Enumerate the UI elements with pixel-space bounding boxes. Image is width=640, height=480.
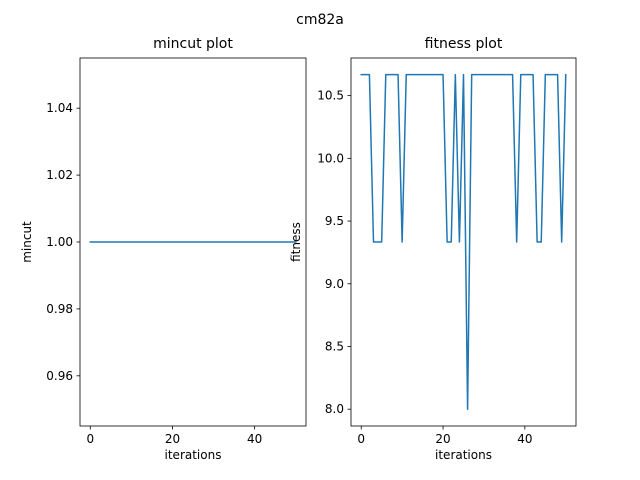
y-tick-label: 8.5 [325,339,344,353]
x-axis-label: iterations [165,448,222,462]
y-axis-label: mincut [20,221,34,263]
x-tick-label: 0 [86,432,94,446]
x-tick-label: 0 [357,432,365,446]
chart-title: fitness plot [425,36,503,52]
y-tick-label: 0.98 [46,302,73,316]
chart-title: mincut plot [153,36,233,52]
fitness-chart: 0 20 40 8.0 8.5 9.0 9.5 10.0 10.5 fitness plot ite… [289,36,577,462]
figure-suptitle: cm82a [296,12,344,28]
x-tick-label: 40 [517,432,532,446]
y-tick-label: 10.0 [317,151,344,165]
y-axis-label: fitness [289,222,303,262]
y-tick-label: 10.5 [317,89,344,103]
y-tick-label: 9.0 [325,277,344,291]
y-tick-label: 0.96 [46,369,73,383]
x-tick-label: 20 [435,432,450,446]
y-tick-label: 1.00 [46,235,73,249]
mincut-chart: 0 20 40 0.96 0.98 1.00 1.02 1.04 mincut plot iter… [20,36,307,462]
y-tick-label: 8.0 [325,402,344,416]
x-axis-label: iterations [435,448,492,462]
y-tick-label: 1.02 [46,168,73,182]
x-tick-label: 20 [165,432,180,446]
x-tick-label: 40 [247,432,262,446]
series-line [360,73,567,410]
y-tick-label: 1.04 [46,101,73,115]
axes-frame [350,57,577,427]
y-tick-label: 9.5 [325,214,344,228]
